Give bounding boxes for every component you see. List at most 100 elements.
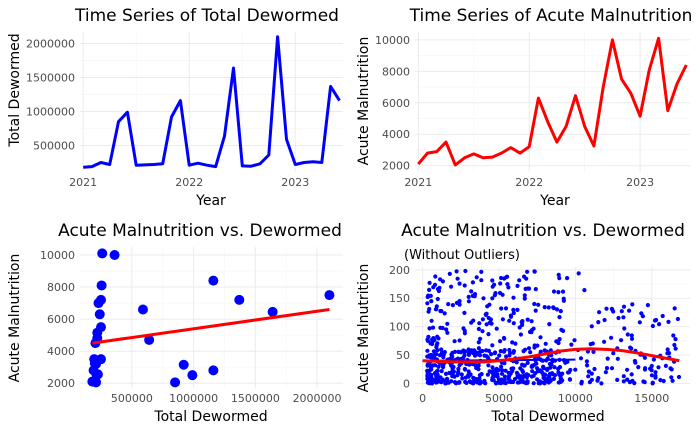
scatter-point [462,310,467,315]
scatter-point [556,290,561,295]
scatter-point [488,317,493,322]
scatter-point [439,369,444,374]
scatter-point [435,296,440,302]
scatter-point [622,326,627,331]
scatter-point [469,348,474,353]
scatter-point [490,278,495,283]
scatter-point [525,360,530,365]
scatter-point [440,279,445,284]
scatter-point [456,380,461,385]
panel3-y-tick-label: 10000 [40,249,75,262]
scatter-point [511,350,516,355]
scatter-point [523,347,528,352]
panel1-x-tick-label: 2023 [281,176,309,189]
scatter-point [443,381,449,386]
scatter-point [499,377,504,382]
scatter-point [535,377,540,382]
scatter-point [425,301,430,306]
panel2-gridlines [415,32,690,172]
panel1-series-line [83,35,341,169]
scatter-point [557,337,562,342]
panel3-xlabel: Total Dewormed [153,409,267,425]
panel1-y-tick-label: 1500000 [26,72,75,85]
scatter-point [522,296,527,301]
scatter-point [525,317,530,322]
panel3-x-tick-label: 2000000 [293,392,342,405]
scatter-point [429,355,434,360]
scatter-point [508,371,513,376]
scatter-point [636,365,641,370]
scatter-point [427,287,432,292]
panel4-subtitle: (Without Outliers) [404,248,520,263]
scatter-point [481,296,486,301]
scatter-point [604,306,609,311]
scatter-point [170,377,181,388]
scatter-point [621,304,627,309]
scatter-point [518,332,524,337]
scatter-point [501,349,507,354]
scatter-point [650,380,655,385]
scatter-point [462,366,467,372]
scatter-point [533,308,538,313]
scatter-point [450,303,455,308]
scatter-point [669,375,674,380]
scatter-point [466,374,471,379]
scatter-point [436,336,441,341]
panel4-points [425,268,682,386]
scatter-point [591,349,596,354]
scatter-point [457,338,462,343]
panel4-y-tick-label: 100 [389,321,410,334]
scatter-point [178,359,189,370]
scatter-point [432,356,437,361]
scatter-point [510,379,516,385]
scatter-point [480,329,485,334]
scatter-point [619,309,624,314]
scatter-point [520,368,525,373]
scatter-point [469,289,474,294]
scatter-point [425,368,430,373]
scatter-point [459,372,464,377]
scatter-point [605,356,610,361]
panel3-gridlines [80,247,343,388]
scatter-point [432,377,438,382]
scatter-point [559,327,564,332]
panel4-y-tick-label: 0 [403,377,410,390]
panel2-x-tick-label: 2021 [404,176,432,189]
scatter-point [604,366,610,371]
panel3-x-tick-label: 1500000 [231,392,280,405]
scatter-point [645,303,651,308]
scatter-point [498,349,503,354]
scatter-point [426,334,431,339]
scatter-point [467,362,472,367]
scatter-point [616,315,621,321]
scatter-point [137,304,148,315]
scatter-point [661,378,666,384]
scatter-point [503,306,509,311]
scatter-point [676,374,682,380]
scatter-point [586,374,591,379]
scatter-point [501,380,506,385]
scatter-point [467,379,472,384]
scatter-point [629,346,634,351]
scatter-point [457,281,462,286]
scatter-point [545,367,550,373]
scatter-point [615,356,620,361]
scatter-point [456,366,461,371]
scatter-point [479,372,484,377]
scatter-point [611,351,616,356]
panel2-y-tick-label: 8000 [382,65,410,78]
scatter-point [542,305,547,310]
scatter-point [522,293,527,298]
scatter-point [539,369,544,374]
scatter-point [592,366,597,372]
scatter-point [432,352,437,357]
scatter-point [484,354,489,359]
scatter-point [660,313,665,319]
scatter-point [500,317,505,322]
scatter-point [505,282,510,287]
scatter-point [627,308,632,313]
scatter-point [479,269,484,274]
scatter-point [586,369,592,374]
scatter-point [95,354,106,365]
scatter-point [477,321,482,326]
